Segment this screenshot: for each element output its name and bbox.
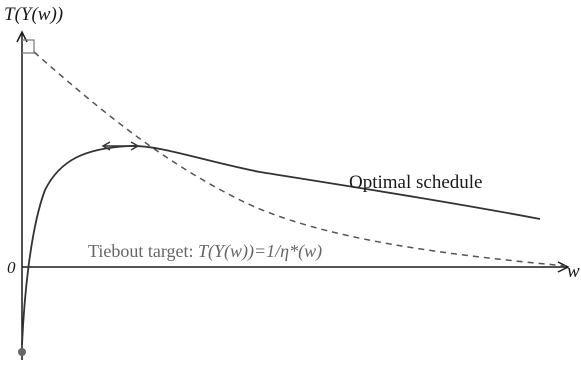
tiebout-target-prefix: Tiebout target: [88,241,198,261]
tiebout-target-label: Tiebout target: T(Y(w))=1/η*(w) [88,241,322,262]
x-axis-label: w [567,261,580,282]
optimal-schedule-curve [21,145,541,346]
tiebout-target-formula: T(Y(w))=1/η*(w) [198,241,322,262]
curve-start-dot [18,348,26,356]
right-angle-marker [22,39,35,54]
origin-label: 0 [7,258,16,277]
y-axis-arrowhead [16,30,28,43]
optimal-schedule-label: Optimal schedule [349,172,483,193]
y-axis-label: T(Y(w)) [4,4,63,25]
tiebout-target-curve [33,51,567,267]
peak-arrowhead-right [130,141,140,151]
x-axis-arrowhead [557,261,570,273]
peak-arrowhead-left [101,141,111,151]
